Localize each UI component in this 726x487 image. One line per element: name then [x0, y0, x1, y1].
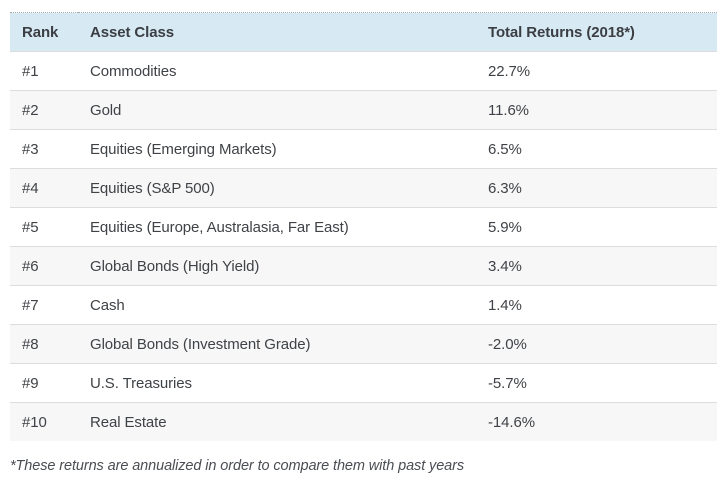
asset-class-cell: Global Bonds (Investment Grade): [90, 335, 311, 353]
asset-class-cell: U.S. Treasuries: [90, 374, 192, 392]
table-row: #6 Global Bonds (High Yield) 3.4%: [10, 246, 717, 286]
rank-cell: #9: [22, 374, 39, 392]
total-return-cell: 1.4%: [488, 296, 522, 314]
asset-class-cell: Equities (Emerging Markets): [90, 140, 277, 158]
asset-returns-table: Rank Asset Class Total Returns (2018*) #…: [10, 12, 717, 441]
column-header-rank: Rank: [22, 23, 59, 41]
total-return-cell: -5.7%: [488, 374, 527, 392]
rank-cell: #4: [22, 179, 39, 197]
asset-returns-table-container: Rank Asset Class Total Returns (2018*) #…: [10, 12, 717, 441]
rank-cell: #10: [22, 413, 47, 431]
rank-cell: #2: [22, 101, 39, 119]
column-header-asset-class: Asset Class: [90, 23, 174, 41]
total-return-cell: 6.5%: [488, 140, 522, 158]
table-row: #8 Global Bonds (Investment Grade) -2.0%: [10, 324, 717, 364]
total-return-cell: 22.7%: [488, 62, 531, 80]
asset-class-cell: Equities (S&P 500): [90, 179, 215, 197]
footnote: *These returns are annualized in order t…: [10, 458, 465, 474]
table-row: #10 Real Estate -14.6%: [10, 402, 717, 441]
table-row: #5 Equities (Europe, Australasia, Far Ea…: [10, 207, 717, 247]
total-return-cell: -14.6%: [488, 413, 535, 431]
asset-class-cell: Equities (Europe, Australasia, Far East): [90, 218, 349, 236]
asset-class-cell: Gold: [90, 101, 122, 119]
total-return-cell: 11.6%: [488, 101, 529, 119]
table-row: #2 Gold 11.6%: [10, 90, 717, 130]
rank-cell: #7: [22, 296, 39, 314]
rank-cell: #3: [22, 140, 39, 158]
asset-class-cell: Commodities: [90, 62, 177, 80]
rank-cell: #5: [22, 218, 39, 236]
total-return-cell: 3.4%: [488, 257, 522, 275]
total-return-cell: 6.3%: [488, 179, 522, 197]
table-row: #3 Equities (Emerging Markets) 6.5%: [10, 129, 717, 169]
asset-class-cell: Global Bonds (High Yield): [90, 257, 260, 275]
table-header-row: Rank Asset Class Total Returns (2018*): [10, 12, 717, 52]
table-row: #7 Cash 1.4%: [10, 285, 717, 325]
rank-cell: #8: [22, 335, 39, 353]
total-return-cell: -2.0%: [488, 335, 527, 353]
table-row: #9 U.S. Treasuries -5.7%: [10, 363, 717, 403]
rank-cell: #6: [22, 257, 39, 275]
column-header-total-returns: Total Returns (2018*): [488, 23, 635, 41]
asset-class-cell: Real Estate: [90, 413, 167, 431]
total-return-cell: 5.9%: [488, 218, 522, 236]
asset-class-cell: Cash: [90, 296, 125, 314]
table-row: #4 Equities (S&P 500) 6.3%: [10, 168, 717, 208]
table-row: #1 Commodities 22.7%: [10, 51, 717, 91]
rank-cell: #1: [22, 62, 39, 80]
